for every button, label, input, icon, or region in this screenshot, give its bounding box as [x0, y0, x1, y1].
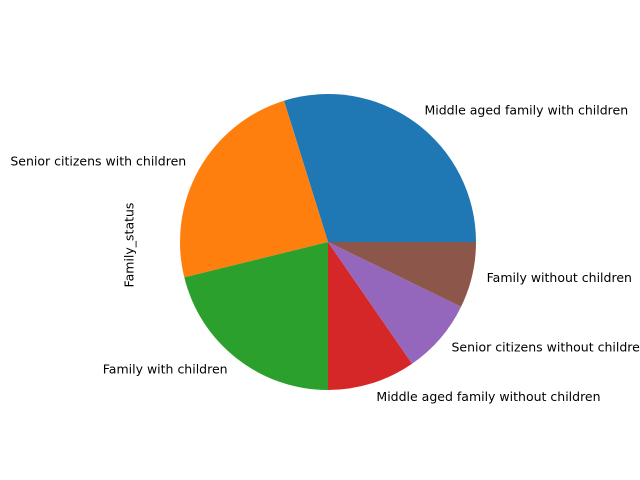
pie-slice-middle-aged-family-with-children	[283, 93, 476, 242]
pie-label-family-without-children: Family without children	[487, 270, 632, 285]
pie-label-family-with-children: Family with children	[103, 362, 228, 377]
pie-label-middle-aged-family-with-children: Middle aged family with children	[424, 102, 628, 117]
pie-slice-senior-citizens-with-children	[179, 100, 328, 278]
pie-labels: Middle aged family with children Senior c…	[10, 102, 640, 404]
pie-slice-middle-aged-family-without-children	[328, 242, 413, 390]
pie-slices	[179, 93, 476, 390]
y-axis-label: Family_status	[122, 203, 137, 288]
pie-slice-senior-citizens-without-children	[328, 242, 462, 364]
pie-slice-family-without-children	[328, 242, 476, 307]
pie-label-senior-citizens-with-children: Senior citizens with children	[10, 154, 186, 169]
pie-slice-family-with-children	[184, 242, 328, 390]
pie-label-middle-aged-family-without-children: Middle aged family without children	[376, 389, 600, 404]
pie-label-senior-citizens-without-children: Senior citizens without children	[451, 340, 640, 355]
